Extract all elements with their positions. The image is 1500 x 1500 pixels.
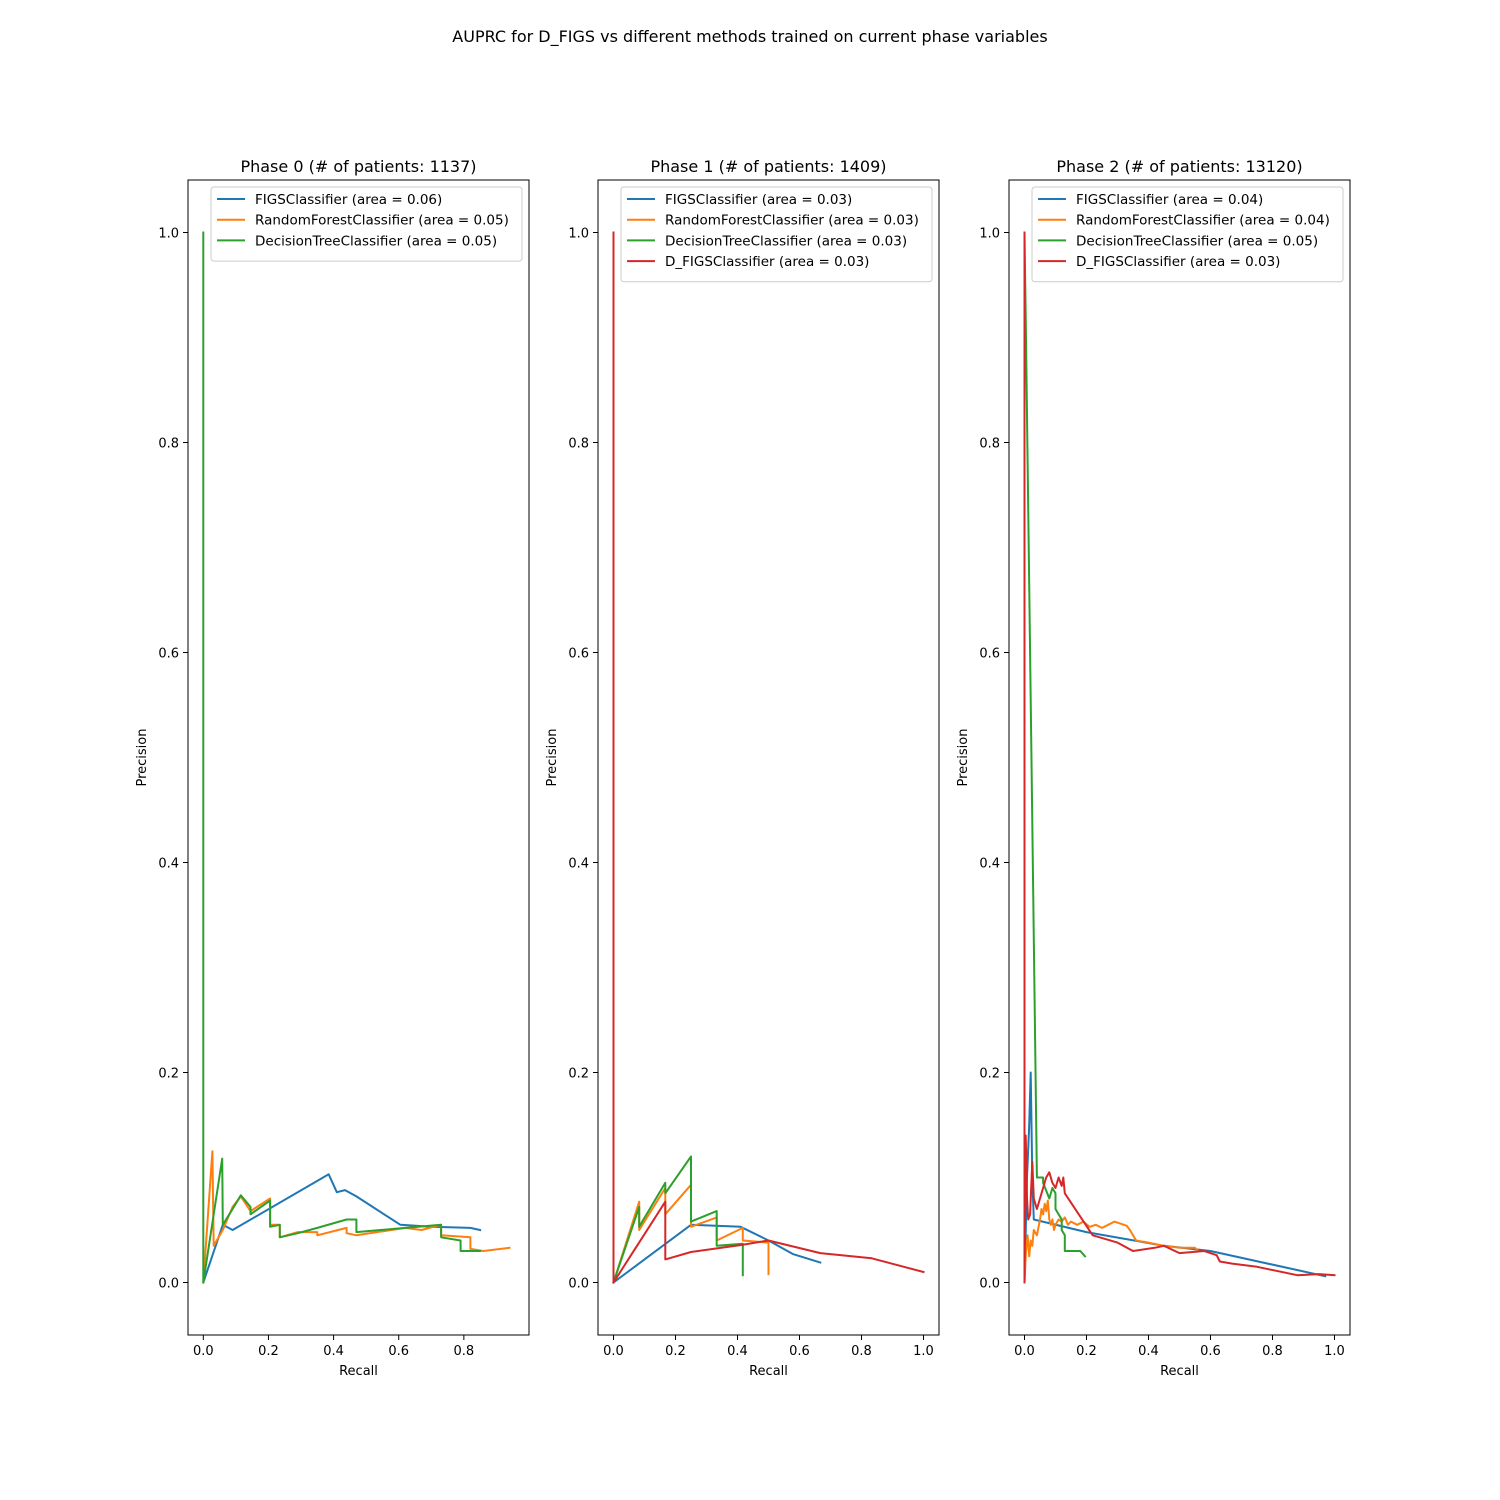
- series-lines: [1023, 231, 1336, 1284]
- x-tick-label: 0.8: [454, 1344, 475, 1359]
- x-tick-label: 0.2: [665, 1344, 686, 1359]
- series-line-RandomForestClassifier: [612, 1183, 770, 1284]
- legend: FIGSClassifier (area = 0.04) RandomForest…: [1031, 186, 1344, 283]
- series-line-DecisionTreeClassifier: [1023, 231, 1087, 1258]
- series-line-DecisionTreeClassifier: [202, 231, 482, 1284]
- y-tick-label: 0.2: [158, 1067, 179, 1082]
- subplot-title: Phase 0 (# of patients: 1137): [240, 157, 476, 176]
- legend-entry-RandomForestClassifier: RandomForestClassifier (area = 0.04): [1076, 213, 1330, 229]
- x-tick-label: 0.0: [1014, 1344, 1035, 1359]
- y-axis-label: Precision: [545, 728, 560, 786]
- y-tick-label: 0.6: [158, 647, 179, 662]
- x-tick-label: 1.0: [1324, 1344, 1345, 1359]
- subplot-phase-0: Phase 0 (# of patients: 1137) 0.0 0.2 0.4 0.…: [135, 157, 530, 1379]
- series-line-RandomForestClassifier: [1023, 1199, 1200, 1284]
- legend: FIGSClassifier (area = 0.06) RandomForest…: [210, 186, 523, 262]
- y-tick-label: 1.0: [979, 227, 1000, 242]
- y-tick-label: 0.2: [568, 1067, 589, 1082]
- x-tick-label: 0.4: [323, 1344, 344, 1359]
- x-tick-label: 0.6: [388, 1344, 409, 1359]
- legend-entry-RandomForestClassifier: RandomForestClassifier (area = 0.03): [665, 213, 919, 229]
- legend-frame: [1031, 186, 1344, 283]
- y-tick-label: 1.0: [158, 227, 179, 242]
- subplot-phase-2: Phase 2 (# of patients: 13120) 0.0 0.2 0.4 0…: [956, 157, 1351, 1379]
- legend-entry-FIGSClassifier: FIGSClassifier (area = 0.04): [1076, 192, 1263, 208]
- x-axis-label: Recall: [339, 1364, 378, 1379]
- legend-entry-FIGSClassifier: FIGSClassifier (area = 0.03): [665, 192, 852, 208]
- y-tick-label: 1.0: [568, 227, 589, 242]
- legend-entry-RandomForestClassifier: RandomForestClassifier (area = 0.05): [255, 213, 509, 229]
- y-tick-label: 0.0: [568, 1277, 589, 1292]
- legend-entry-DecisionTreeClassifier: DecisionTreeClassifier (area = 0.03): [665, 233, 907, 249]
- axes-frame: [1008, 179, 1351, 1336]
- x-tick-label: 0.2: [1076, 1344, 1097, 1359]
- y-tick-label: 0.4: [979, 857, 1000, 872]
- series-line-DecisionTreeClassifier: [612, 1155, 744, 1284]
- subplot-title: Phase 2 (# of patients: 13120): [1056, 157, 1302, 176]
- subplot-phase-1: Phase 1 (# of patients: 1409) 0.0 0.2 0.4 0.…: [545, 157, 940, 1379]
- x-axis-label: Recall: [749, 1364, 788, 1379]
- x-tick-label: 0.0: [193, 1344, 214, 1359]
- y-tick-label: 0.8: [979, 437, 1000, 452]
- y-tick-label: 0.8: [158, 437, 179, 452]
- axes-frame: [597, 179, 940, 1336]
- legend-entry-FIGSClassifier: FIGSClassifier (area = 0.06): [255, 192, 442, 208]
- series-line-FIGSClassifier: [612, 1223, 822, 1284]
- y-tick-label: 0.0: [158, 1277, 179, 1292]
- x-tick-label: 0.8: [1262, 1344, 1283, 1359]
- x-tick-label: 0.6: [789, 1344, 810, 1359]
- series-lines: [612, 231, 925, 1284]
- y-axis-label: Precision: [135, 728, 150, 786]
- legend-frame: [620, 186, 933, 283]
- series-line-D_FIGSClassifier: [1023, 231, 1336, 1284]
- figure-suptitle: AUPRC for D_FIGS vs different methods tr…: [452, 27, 1047, 47]
- x-tick-label: 0.4: [1138, 1344, 1159, 1359]
- x-tick-label: 0.4: [727, 1344, 748, 1359]
- y-tick-label: 0.6: [568, 647, 589, 662]
- y-tick-label: 0.0: [979, 1277, 1000, 1292]
- y-axis-label: Precision: [956, 728, 971, 786]
- series-line-D_FIGSClassifier: [612, 231, 925, 1284]
- x-tick-label: 0.2: [258, 1344, 279, 1359]
- legend-entry-DecisionTreeClassifier: DecisionTreeClassifier (area = 0.05): [1076, 233, 1318, 249]
- x-axis-label: Recall: [1160, 1364, 1199, 1379]
- x-tick-label: 1.0: [913, 1344, 934, 1359]
- legend-entry-D_FIGSClassifier: D_FIGSClassifier (area = 0.03): [1076, 254, 1280, 270]
- y-tick-label: 0.6: [979, 647, 1000, 662]
- y-tick-label: 0.2: [979, 1067, 1000, 1082]
- y-tick-label: 0.4: [158, 857, 179, 872]
- x-tick-label: 0.8: [851, 1344, 872, 1359]
- series-line-FIGSClassifier: [202, 1173, 482, 1284]
- legend-frame: [210, 186, 523, 262]
- axes-frame: [187, 179, 530, 1336]
- x-tick-label: 0.0: [603, 1344, 624, 1359]
- subplot-title: Phase 1 (# of patients: 1409): [650, 157, 886, 176]
- legend-entry-D_FIGSClassifier: D_FIGSClassifier (area = 0.03): [665, 254, 869, 270]
- subplot-panels: Phase 0 (# of patients: 1137) 0.0 0.2 0.4 0.…: [135, 157, 1351, 1379]
- legend-entry-DecisionTreeClassifier: DecisionTreeClassifier (area = 0.05): [255, 233, 497, 249]
- legend: FIGSClassifier (area = 0.03) RandomForest…: [620, 186, 933, 283]
- x-tick-label: 0.6: [1200, 1344, 1221, 1359]
- y-tick-label: 0.8: [568, 437, 589, 452]
- series-lines: [202, 231, 511, 1284]
- y-tick-label: 0.4: [568, 857, 589, 872]
